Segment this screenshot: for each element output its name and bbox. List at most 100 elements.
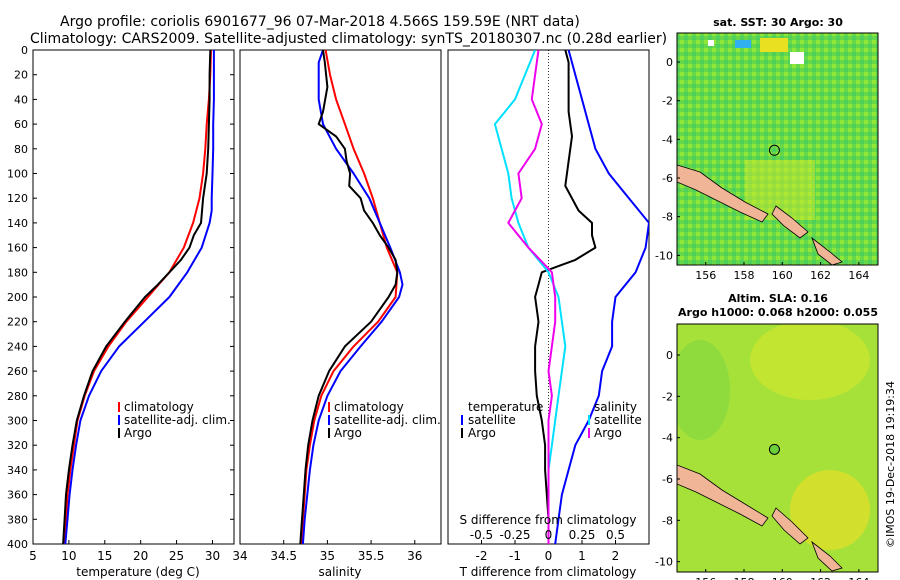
legend-salinity-heading: salinity <box>594 400 637 414</box>
map-y-tick-label: 0 <box>666 56 673 69</box>
sla-map-panel: Altim. SLA: 0.16 Argo h1000: 0.068 h2000… <box>655 292 879 580</box>
difference-xlabel: T difference from climatology <box>459 565 637 579</box>
profile-line-satellite-adj-clim- <box>64 50 215 544</box>
depth-tick-label: 400 <box>7 538 28 551</box>
top-x-tick-label: 0 <box>545 528 553 542</box>
salinity-xlabel: salinity <box>318 565 361 579</box>
sla-low-anomaly <box>677 340 730 440</box>
map-y-tick-label: -10 <box>655 556 673 569</box>
argo-position-marker <box>768 144 780 156</box>
sst-warm-patch <box>760 38 788 52</box>
imos-credit: ©IMOS 19-Dec-2018 19:19:34 <box>884 381 897 548</box>
legend-satellite-label: satellite-adj. clim. <box>124 413 231 427</box>
map-x-tick-label: 158 <box>734 576 755 580</box>
x-tick-label: 15 <box>97 549 112 563</box>
land-solomons <box>771 205 809 239</box>
depth-tick-label: 140 <box>7 217 28 230</box>
x-tick-label: -2 <box>476 549 488 563</box>
map-y-tick-label: -2 <box>662 390 673 403</box>
depth-tick-label: 20 <box>14 69 28 82</box>
map-x-tick-label: 158 <box>734 269 755 282</box>
header-line2: Climatology: CARS2009. Satellite-adjuste… <box>30 31 667 47</box>
map-x-tick-label: 164 <box>848 269 869 282</box>
depth-tick-label: 360 <box>7 489 28 502</box>
temperature-panel: 0204060801001201401601802002202402602803… <box>7 44 649 579</box>
profile-line-climatology <box>300 50 399 544</box>
depth-tick-label: 300 <box>7 415 28 428</box>
salinity-plot-frame <box>239 49 442 545</box>
top-x-tick-label: -0.25 <box>499 528 530 542</box>
x-tick-label: -1 <box>509 549 521 563</box>
x-tick-label: 10 <box>61 549 76 563</box>
map-x-tick-label: 160 <box>772 269 793 282</box>
depth-tick-label: 320 <box>7 439 28 452</box>
x-tick-label: 20 <box>133 549 148 563</box>
legend-sal-argo-label: Argo <box>594 426 622 440</box>
legend-satellite-label: satellite-adj. clim. <box>334 413 441 427</box>
argo-position-marker <box>768 443 780 455</box>
profile-line-salinity-satellite <box>493 50 567 544</box>
sst-map-title: sat. SST: 30 Argo: 30 <box>713 16 843 29</box>
depth-tick-label: 380 <box>7 513 28 526</box>
x-tick-label: 35.5 <box>358 549 385 563</box>
x-tick-label: 36 <box>407 549 422 563</box>
sla-high-anomaly <box>750 324 870 400</box>
depth-tick-label: 100 <box>7 168 28 181</box>
map-y-tick-label: 0 <box>666 349 673 362</box>
legend-temperature-heading: temperature <box>468 400 543 414</box>
header-line1: Argo profile: coriolis 6901677_96 07-Mar… <box>60 14 580 30</box>
land-solomons-south <box>811 236 843 265</box>
map-y-tick-label: -4 <box>662 432 673 445</box>
map-y-tick-label: -6 <box>662 473 673 486</box>
x-tick-label: 30 <box>205 549 220 563</box>
sst-map-panel: sat. SST: 30 Argo: 30 156 158 160 162 164 0 -2… <box>655 16 879 282</box>
profile-line-salinity-argo <box>507 50 557 544</box>
depth-tick-label: 340 <box>7 464 28 477</box>
legend-climatology-label: climatology <box>124 400 194 414</box>
land-solomons <box>771 507 809 545</box>
legend-argo-label: Argo <box>124 426 152 440</box>
x-tick-label: 0 <box>545 549 553 563</box>
depth-tick-label: 80 <box>14 143 28 156</box>
profile-line-temperature-satellite <box>554 50 649 544</box>
map-y-tick-label: -4 <box>662 133 673 146</box>
map-y-tick-label: -8 <box>662 211 673 224</box>
profile-line-argo <box>299 50 399 544</box>
sla-map-title: Altim. SLA: 0.16 <box>728 292 828 305</box>
profile-line-argo <box>62 50 212 544</box>
land-new-britain <box>677 164 769 223</box>
map-x-tick-label: 162 <box>810 576 831 580</box>
depth-tick-label: 260 <box>7 365 28 378</box>
depth-tick-label: 220 <box>7 316 28 329</box>
sla-map-subtitle: Argo h1000: 0.068 h2000: 0.055 <box>678 306 878 319</box>
depth-tick-label: 0 <box>21 44 28 57</box>
difference-top-axis-label: S difference from climatology <box>460 513 637 527</box>
difference-panel: -2 -1 0 1 2 S difference from climatology -0… <box>447 49 650 579</box>
map-y-tick-label: -6 <box>662 172 673 185</box>
temperature-legend: climatology satellite-adj. clim. Argo <box>118 400 231 440</box>
x-tick-label: 35 <box>320 549 335 563</box>
x-tick-label: 5 <box>29 549 37 563</box>
map-x-tick-label: 160 <box>772 576 793 580</box>
depth-tick-label: 200 <box>7 291 28 304</box>
difference-legend-salinity: salinity satellite Argo <box>588 400 642 440</box>
sst-missing-patch <box>790 52 804 64</box>
land-solomons-south <box>811 540 843 572</box>
map-x-tick-label: 156 <box>695 269 716 282</box>
map-y-tick-label: -10 <box>655 249 673 262</box>
top-x-tick-label: -0.5 <box>470 528 493 542</box>
legend-sal-satellite-label: satellite <box>594 413 642 427</box>
depth-tick-label: 160 <box>7 242 28 255</box>
x-tick-label: 1 <box>578 549 586 563</box>
x-tick-label: 34 <box>232 549 247 563</box>
salinity-legend: climatology satellite-adj. clim. Argo <box>328 400 441 440</box>
depth-tick-label: 60 <box>14 118 28 131</box>
land-new-britain <box>677 464 769 527</box>
depth-tick-label: 240 <box>7 340 28 353</box>
sla-map-frame <box>676 323 879 573</box>
sst-field <box>677 33 878 265</box>
x-tick-label: 34.5 <box>270 549 297 563</box>
sla-high-anomaly <box>790 470 870 550</box>
x-tick-label: 25 <box>169 549 184 563</box>
